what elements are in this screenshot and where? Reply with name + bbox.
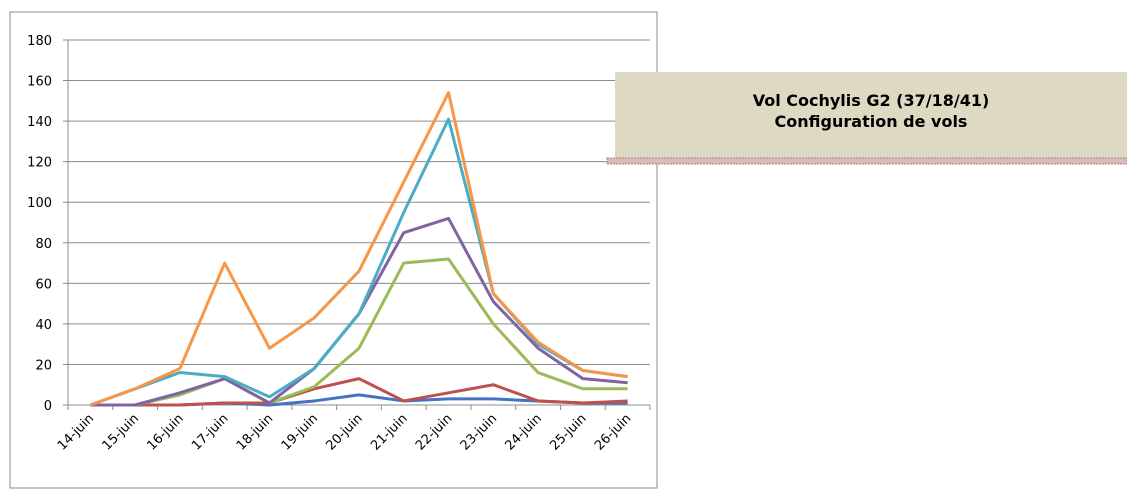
- title-box: [615, 72, 1127, 158]
- chart-border: [9, 11, 658, 489]
- series-line: [90, 257, 628, 407]
- title-box-border: [606, 157, 1127, 165]
- y-tick-label: 140: [27, 115, 52, 130]
- chart-title: Vol Cochylis G2 (37/18/41): [753, 91, 990, 110]
- y-tick-label: 60: [35, 277, 52, 292]
- series-line: [89, 117, 628, 407]
- y-tick-label: 0: [44, 399, 52, 414]
- y-tick-label: 100: [27, 196, 52, 211]
- y-tick-label: 160: [27, 75, 52, 90]
- chart-subtitle: Configuration de vols: [775, 112, 968, 131]
- y-tick-label: 180: [27, 34, 52, 49]
- y-tick-label: 120: [27, 156, 52, 171]
- y-tick-label: 80: [35, 237, 52, 252]
- y-tick-label: 40: [35, 318, 52, 333]
- series-line: [90, 377, 628, 407]
- series-line: [89, 91, 628, 407]
- y-tick-label: 20: [35, 358, 52, 373]
